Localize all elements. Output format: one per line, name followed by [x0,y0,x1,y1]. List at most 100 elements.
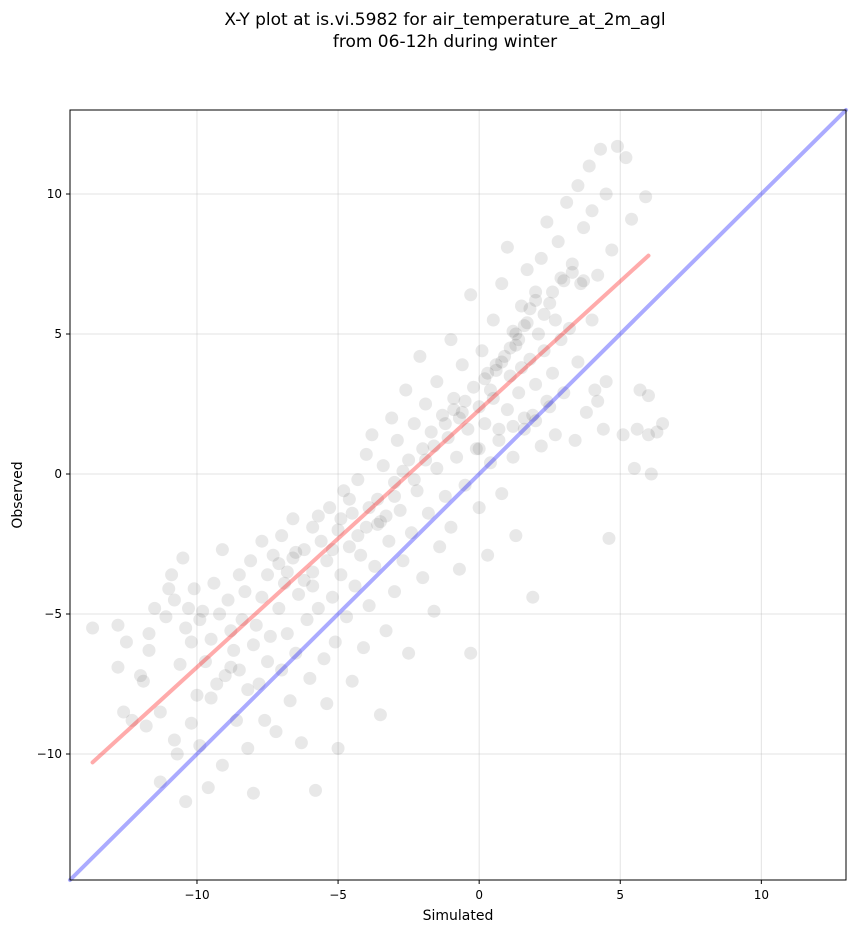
scatter-point [458,478,472,492]
scatter-point [492,433,506,447]
scatter-point [215,543,229,557]
scatter-point [213,607,227,621]
scatter-point [548,428,562,442]
scatter-point [311,509,325,523]
scatter-point [546,285,560,299]
scatter-point [402,453,416,467]
scatter-point [625,212,639,226]
scatter-point [238,585,252,599]
scatter-point [148,601,162,615]
scatter-point [529,377,543,391]
scatter-point [241,683,255,697]
scatter-point [362,501,376,515]
scatter-point [286,512,300,526]
scatter-point [599,375,613,389]
scatter-point [435,408,449,422]
scatter-point [396,464,410,478]
scatter-point [139,719,153,733]
scatter-point [534,251,548,265]
scatter-point [410,484,424,498]
scatter-point [325,543,339,557]
scatter-point [537,307,551,321]
scatter-point [407,473,421,487]
scatter-point [529,293,543,307]
scatter-point [427,604,441,618]
scatter-point [275,529,289,543]
scatter-point [261,568,275,582]
scatter-point [388,475,402,489]
scatter-point [280,565,294,579]
scatter-point [520,316,534,330]
scatter-point [455,405,469,419]
scatter-point [272,557,286,571]
scatter-point [548,313,562,327]
scatter-point [255,590,269,604]
scatter-point [179,621,193,635]
scatter-point [117,705,131,719]
scatter-point [235,613,249,627]
scatter-point [610,139,624,153]
y-tick-label: 0 [54,467,62,481]
scatter-point [221,593,235,607]
regression-line [90,253,651,765]
scatter-point [503,341,517,355]
scatter-point [526,408,540,422]
y-tick-label: 5 [54,327,62,341]
scatter-point [438,417,452,431]
scatter-point [280,627,294,641]
scatter-point [359,447,373,461]
scatter-point [125,713,139,727]
scatter-point [283,694,297,708]
scatter-point [577,221,591,235]
y-axis-label: Observed [10,461,26,528]
scatter-point [529,414,543,428]
scatter-point [184,716,198,730]
scatter-point [229,713,243,727]
scatter-point [605,243,619,257]
scatter-point [86,621,100,635]
scatter-point [452,562,466,576]
scatter-point [421,506,435,520]
scatter-point [594,142,608,156]
scatter-point [495,487,509,501]
scatter-point [509,327,523,341]
scatter-point [591,268,605,282]
scatter-point [204,691,218,705]
scatter-point [554,271,568,285]
scatter-point [325,590,339,604]
scatter-point [472,501,486,515]
scatter-point [512,333,526,347]
chart-title: X-Y plot at is.vi.5982 for air_temperatu… [224,10,665,30]
scatter-point [142,627,156,641]
scatter-point [334,568,348,582]
scatter-point [359,520,373,534]
scatter-point [481,548,495,562]
scatter-point [557,274,571,288]
scatter-point [356,641,370,655]
scatter-point [255,534,269,548]
scatter-point [489,358,503,372]
scatter-point [447,403,461,417]
scatter-point [551,235,565,249]
scatter-point [455,358,469,372]
scatter-point [246,638,260,652]
scatter-point [419,397,433,411]
fit-lines [68,108,848,882]
scatter-point [246,786,260,800]
scatter-point [543,296,557,310]
scatter-point [498,349,512,363]
scatter-point [619,151,633,165]
scatter-point [153,775,167,789]
scatter-point [373,708,387,722]
scatter-point [641,389,655,403]
scatter-point [438,489,452,503]
scatter-point [588,383,602,397]
scatter-point [311,601,325,615]
scatter-point [342,492,356,506]
scatter-point [241,741,255,755]
scatter-point [111,618,125,632]
scatter-point [483,456,497,470]
scatter-point [447,391,461,405]
scatter-point [373,515,387,529]
